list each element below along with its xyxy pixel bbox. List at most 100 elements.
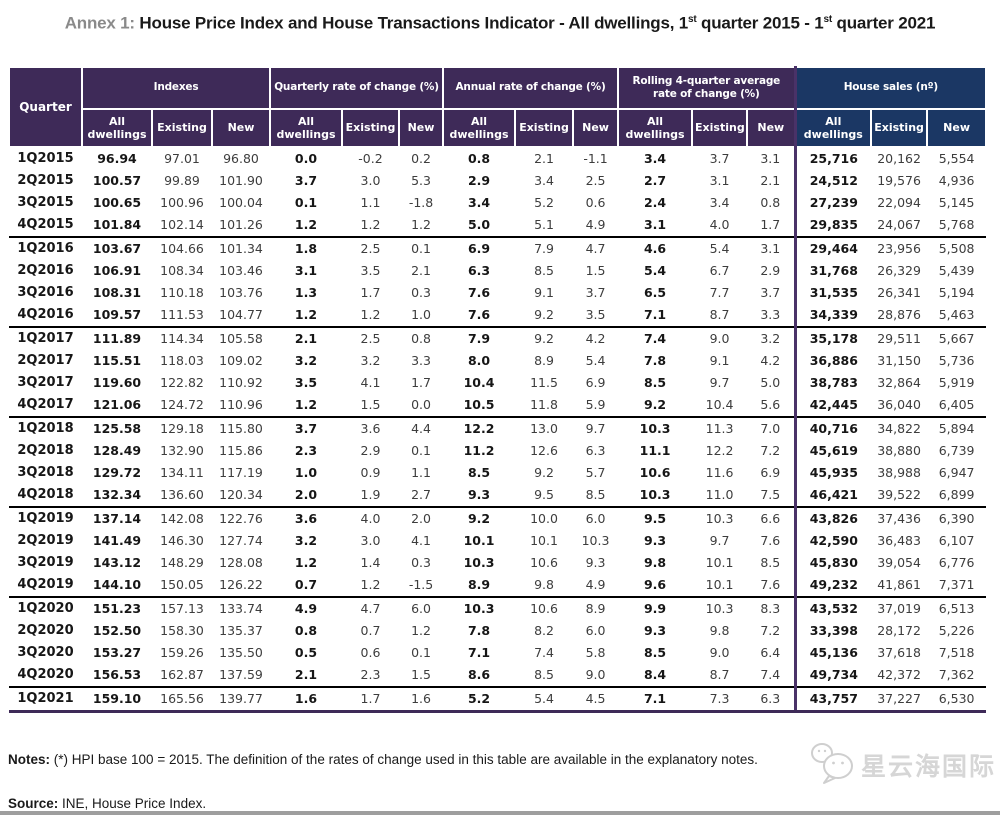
value-cell: 3.4 [643,150,667,166]
value-cell: 100.65 [92,194,142,210]
value-cell: 115.86 [219,442,263,458]
value-cell: 136.60 [152,483,212,508]
value-cell: 3.3 [747,303,796,328]
value-cell: 122.76 [219,510,263,526]
value-cell: 97.01 [164,150,200,166]
value-cell: 4.7 [360,600,381,616]
value-cell: 5,226 [938,622,975,638]
column-header-all-dwellings: All dwellings [793,107,873,148]
title-prefix: Annex 1: [64,13,135,33]
value-cell: 36,886 [793,349,872,372]
value-cell: 141.49 [92,532,142,548]
value-cell: 159.26 [160,644,204,660]
value-cell: 8.5 [760,554,781,570]
table-row: 2Q2016 106.91 108.34 103.46 3.1 3.5 2.1 6.3 8.5 1… [9,259,986,282]
value-cell: 4.9 [294,600,318,616]
value-cell: 37,227 [871,686,928,713]
value-cell: -1.5 [399,573,444,598]
watermark: 星云海国际 [807,740,996,793]
value-cell: 96.94 [97,150,137,166]
quarter-label: 2Q2017 [17,352,74,368]
table-row: 2Q2020 152.50 158.30 135.37 0.8 0.7 1.2 7.8 8.2 6… [9,619,986,642]
value-cell: 45,935 [793,461,872,484]
value-cell: 40,716 [793,416,872,440]
value-cell: 1.2 [270,393,342,418]
table-row: 1Q2018 125.58 129.18 115.80 3.7 3.6 4.4 12.2 13.… [9,416,986,440]
value-cell: 99.89 [164,172,200,188]
value-cell: 5.6 [747,393,796,418]
table-header: Quarter Indexes Quarterly rate of change… [8,65,988,148]
value-cell: 5.4 [585,352,606,368]
value-cell: 8.2 [534,622,554,638]
value-cell: 7.1 [467,644,491,660]
table-row: 2Q2019 141.49 146.30 127.74 3.2 3.0 4.1 10.1 10.… [9,529,986,552]
value-cell: 135.50 [219,644,263,660]
quarter-label: 4Q2020 [9,663,82,688]
value-cell: 115.80 [219,420,263,436]
value-cell: 2.5 [360,240,381,256]
value-cell: 10.3 [618,483,693,508]
value-cell: 5.3 [411,172,431,188]
value-cell: 10.3 [581,532,610,548]
value-cell: 1.6 [270,686,342,713]
value-cell: 3.6 [294,510,318,526]
value-cell: 4.5 [573,686,619,713]
value-cell: 1.5 [342,393,399,418]
value-cell: 156.53 [82,663,152,688]
table-row: 2Q2018 128.49 132.90 115.86 2.3 2.9 0.1 11.2 12.… [9,439,986,462]
value-cell: 0.3 [411,554,431,570]
column-header-all-dwellings: All dwellings [81,107,153,148]
value-cell: 144.10 [82,573,152,598]
value-cell: 105.58 [219,330,263,346]
value-cell: 1.2 [270,213,342,238]
value-cell: 134.11 [160,464,204,480]
value-cell: 0.5 [294,644,318,660]
value-cell: 11.6 [705,464,734,480]
value-cell: 6.3 [467,262,491,278]
value-cell: 33,398 [793,619,872,642]
value-cell: 9.7 [709,374,730,390]
value-cell: 13.0 [530,420,558,436]
value-cell: 4.9 [573,213,619,238]
value-cell: 3.5 [573,303,619,328]
value-cell: 162.87 [152,663,212,688]
value-cell: 5,768 [927,213,987,238]
value-cell: 10.6 [530,600,558,616]
value-cell: 10.5 [443,393,516,418]
notes-line: Notes: (*) HPI base 100 = 2015. The defi… [8,752,798,767]
value-cell: 142.08 [160,510,204,526]
column-header-new: New [746,107,797,148]
value-cell: 2.7 [643,172,667,188]
value-cell: 11.1 [639,442,671,458]
value-cell: 10.3 [705,600,734,616]
value-cell: 1.5 [585,262,606,278]
value-cell: 11.3 [705,420,734,436]
value-cell: 146.30 [160,532,204,548]
value-cell: 25,716 [793,146,872,170]
value-cell: 101.34 [219,240,263,256]
value-cell: 9.8 [709,622,730,638]
wechat-logo-icon [807,740,861,793]
value-cell: 7.1 [618,303,693,328]
value-cell: 34,822 [877,420,921,436]
value-cell: 4,936 [938,172,975,188]
table-row: 3Q2016 108.31 110.18 103.76 1.3 1.7 0.3 7.6 9.1 3… [9,281,986,304]
quarter-label: 4Q2018 [9,483,82,508]
value-cell: 109.02 [219,352,263,368]
table-body: 1Q2015 96.94 97.01 96.80 0.0 -0.2 0.2 0.8 2.1 -1.… [9,146,987,713]
value-cell: 6.5 [643,284,667,300]
value-cell: 22,094 [877,194,921,210]
value-cell: 6,107 [938,532,975,548]
value-cell: 6,739 [938,442,975,458]
value-cell: 5,894 [938,420,975,436]
value-cell: 0.1 [411,240,431,256]
group-header-quarterly-rate: Quarterly rate of change (%) [268,65,445,110]
value-cell: 8.7 [692,303,748,328]
value-cell: 2.7 [399,483,444,508]
value-cell: 148.29 [160,554,204,570]
quarter-label: 1Q2018 [17,420,74,436]
value-cell: 0.0 [294,150,318,166]
quarter-label: 4Q2016 [9,303,82,328]
value-cell: 3.6 [360,420,381,436]
value-cell: 6.3 [747,686,796,713]
